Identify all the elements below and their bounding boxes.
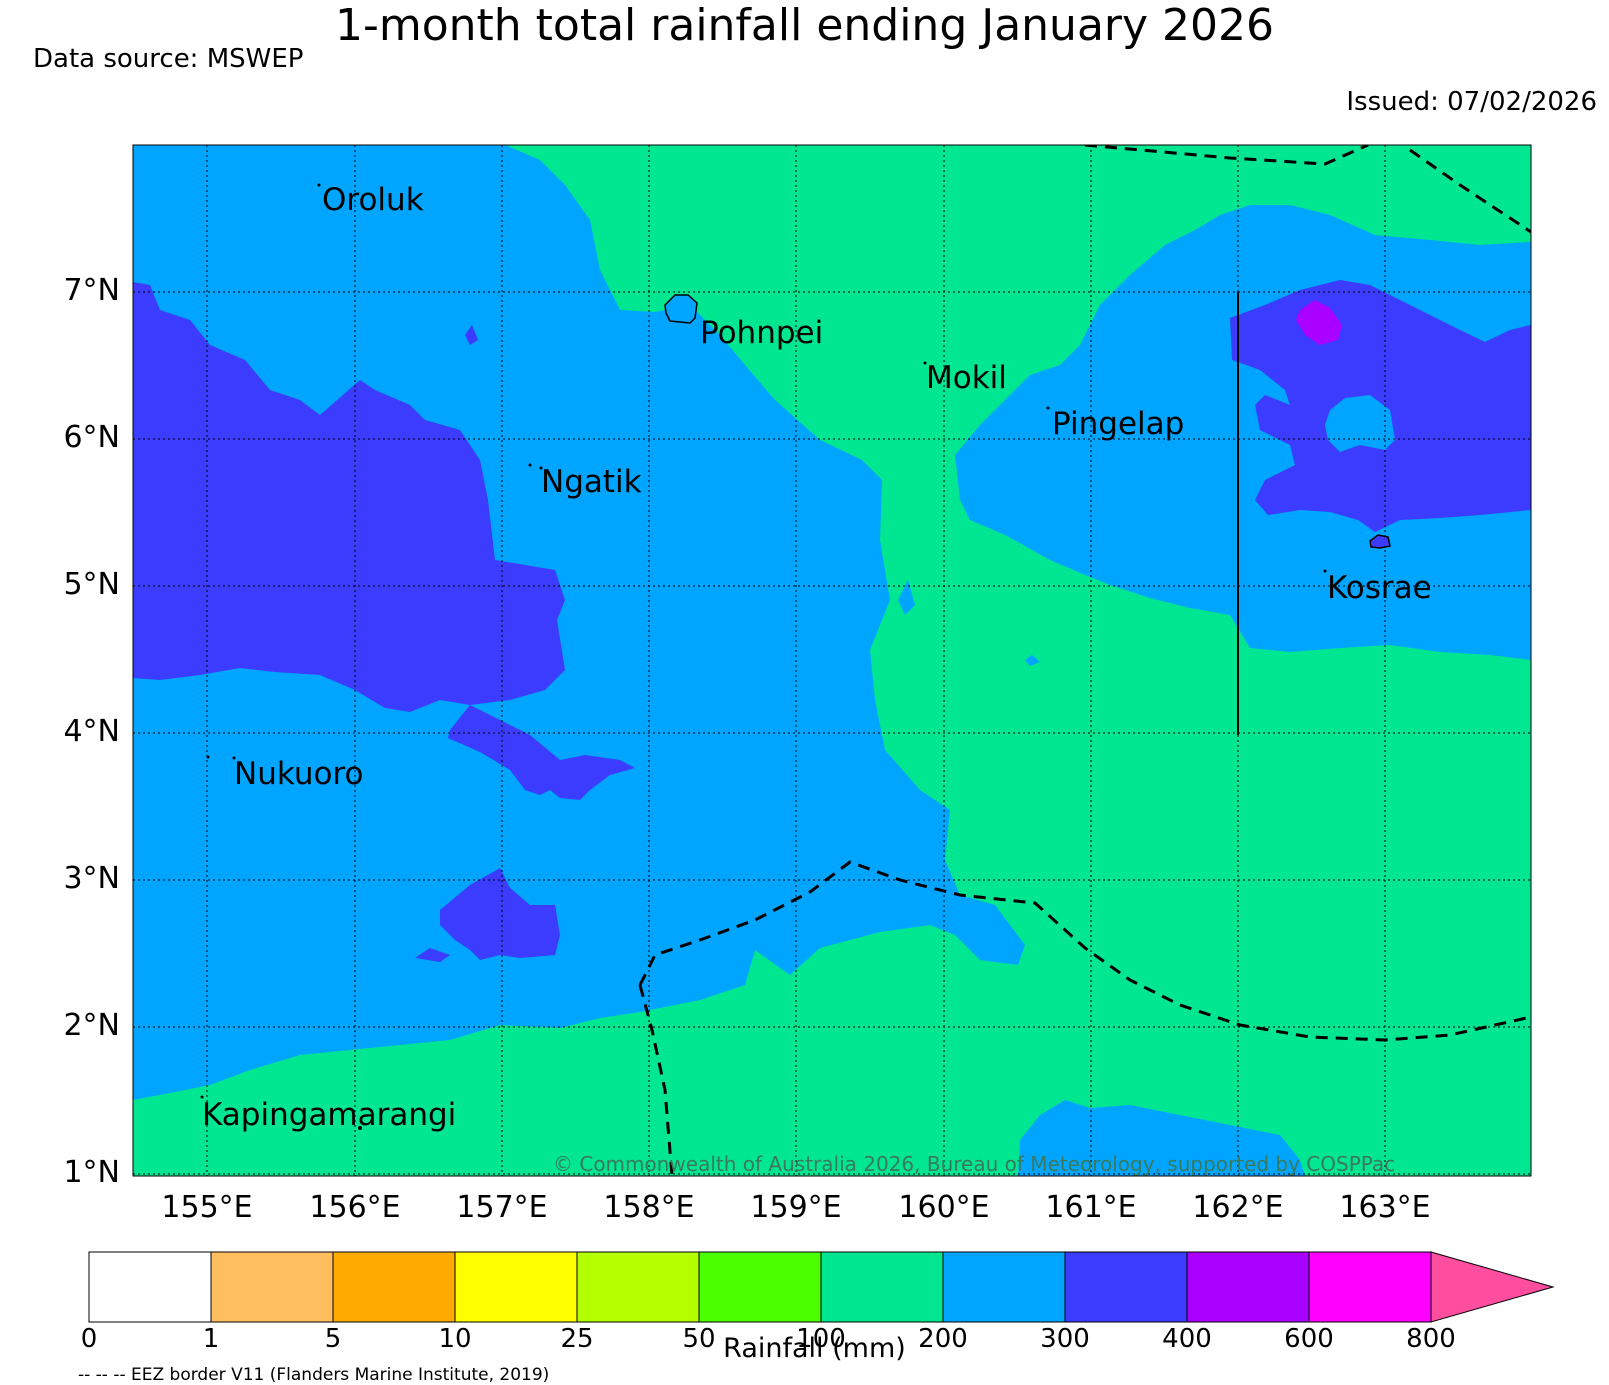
colorbar-tick-5: 5	[324, 1324, 342, 1354]
colorbar-tick-200: 200	[918, 1324, 968, 1354]
colorbar-swatch-1	[210, 1251, 334, 1323]
colorbar-tick-0: 0	[80, 1324, 98, 1354]
colorbar-swatch-600	[1308, 1251, 1432, 1323]
map-frame	[132, 144, 1532, 1177]
pohnpei-outline	[664, 294, 698, 324]
lat-label-2: 2°N	[63, 1008, 120, 1043]
lon-label-155: 155°E	[161, 1190, 253, 1225]
data-source-label: Data source: MSWEP	[33, 44, 304, 74]
lat-label-6: 6°N	[63, 420, 120, 455]
copyright-notice: © Commonwealth of Australia 2026, Bureau…	[553, 1152, 1396, 1176]
colorbar-swatch-200	[942, 1251, 1066, 1323]
colorbar-tick-25: 25	[560, 1324, 594, 1354]
colorbar-swatch-400	[1186, 1251, 1310, 1323]
colorbar	[88, 1251, 1555, 1323]
colorbar-swatch-300	[1064, 1251, 1188, 1323]
place-label-kosrae: Kosrae	[1327, 570, 1432, 606]
place-label-oroluk: Oroluk	[322, 182, 424, 218]
colorbar-swatch-0	[88, 1251, 212, 1323]
colorbar-tick-50: 50	[682, 1324, 716, 1354]
place-label-pohnpei: Pohnpei	[700, 315, 824, 351]
colorbar-tick-10: 10	[438, 1324, 472, 1354]
kosrae-outline	[1369, 534, 1391, 549]
lon-label-162: 162°E	[1192, 1190, 1284, 1225]
colorbar-label: Rainfall (mm)	[723, 1333, 906, 1364]
place-label-ngatik: Ngatik	[541, 464, 642, 500]
colorbar-swatch-10	[454, 1251, 578, 1323]
place-label-pingelap: Pingelap	[1052, 406, 1185, 442]
chart-title: 1-month total rainfall ending January 20…	[335, 0, 1274, 51]
colorbar-swatch-25	[576, 1251, 700, 1323]
lon-label-160: 160°E	[898, 1190, 990, 1225]
colorbar-tick-600: 600	[1284, 1324, 1334, 1354]
lat-label-1: 1°N	[63, 1155, 120, 1190]
graticule	[133, 145, 1531, 1176]
rainfall-400-600-patch	[1296, 300, 1342, 345]
atoll-markers	[200, 183, 1327, 1130]
colorbar-tick-300: 300	[1040, 1324, 1090, 1354]
colorbar-swatch-overflow	[1430, 1251, 1555, 1323]
issued-date: Issued: 07/02/2026	[1346, 87, 1597, 117]
lat-label-4: 4°N	[63, 714, 120, 749]
lat-label-3: 3°N	[63, 861, 120, 896]
colorbar-swatch-100	[820, 1251, 944, 1323]
lon-label-161: 161°E	[1045, 1190, 1137, 1225]
colorbar-tick-400: 400	[1162, 1324, 1212, 1354]
rainfall-300-400-south	[440, 868, 560, 960]
colorbar-tick-100: 100	[796, 1324, 846, 1354]
rainfall-200-300-south	[1018, 1100, 1305, 1176]
colorbar-swatch-5	[332, 1251, 456, 1323]
colorbar-tick-1: 1	[202, 1324, 220, 1354]
lat-label-7: 7°N	[63, 273, 120, 308]
colorbar-tick-800: 800	[1406, 1324, 1456, 1354]
eez-legend-note: -- -- -- EEZ border V11 (Flanders Marine…	[78, 1365, 550, 1385]
lon-label-156: 156°E	[309, 1190, 401, 1225]
lon-label-157: 157°E	[456, 1190, 548, 1225]
lon-label-163: 163°E	[1339, 1190, 1431, 1225]
lon-label-159: 159°E	[750, 1190, 842, 1225]
colorbar-swatch-50	[698, 1251, 822, 1323]
rainfall-300-400-central	[448, 705, 635, 800]
lat-label-5: 5°N	[63, 567, 120, 602]
lon-label-158: 158°E	[603, 1190, 695, 1225]
eez-border	[638, 145, 1531, 1176]
place-label-kapingamarangi: Kapingamarangi	[202, 1097, 457, 1133]
place-label-mokil: Mokil	[926, 360, 1007, 396]
place-label-nukuoro: Nukuoro	[234, 756, 364, 792]
rainfall-300-400-west	[133, 282, 565, 712]
